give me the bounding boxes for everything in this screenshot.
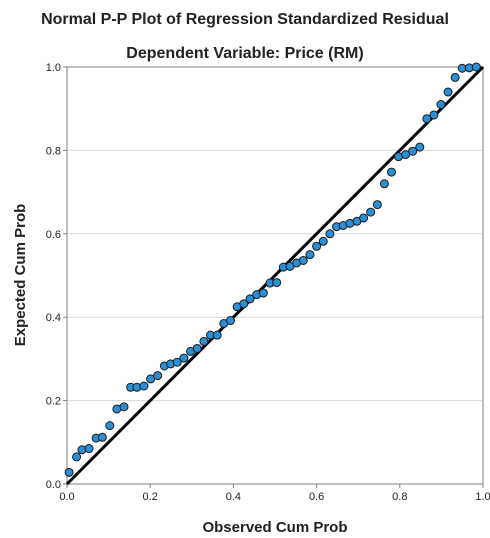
data-point xyxy=(119,402,129,412)
data-point xyxy=(105,421,115,431)
reference-line xyxy=(65,65,485,486)
chart-subtitle: Dependent Variable: Price (RM) xyxy=(126,45,363,62)
data-point xyxy=(72,452,82,462)
x-tick-label: 0.8 xyxy=(392,491,407,503)
data-point xyxy=(408,146,418,156)
axes: 0.0 0.2 0.4 0.6 0.8 1.0 0.0 0.2 0.4 0.6 0.8 1.0 xyxy=(46,62,490,503)
data-point xyxy=(305,250,315,260)
x-tick-label: 0.0 xyxy=(59,491,74,503)
data-point xyxy=(379,179,389,189)
data-point xyxy=(312,241,322,251)
data-point xyxy=(97,432,107,442)
y-tick-label: 0.6 xyxy=(46,229,61,241)
data-point xyxy=(245,294,255,304)
data-point xyxy=(298,255,308,265)
x-axis-title: Observed Cum Prob xyxy=(202,519,347,536)
data-point xyxy=(450,72,460,82)
reference-line-group xyxy=(65,65,485,486)
data-point xyxy=(199,336,209,346)
data-point xyxy=(422,114,432,124)
data-point xyxy=(372,200,382,210)
data-point xyxy=(212,330,222,340)
data-point xyxy=(239,299,249,309)
data-point xyxy=(192,343,202,353)
data-point xyxy=(366,207,376,217)
data-point xyxy=(318,236,328,246)
data-point xyxy=(179,353,189,363)
x-tick-label: 0.6 xyxy=(309,491,324,503)
y-tick-label: 0.0 xyxy=(46,479,61,491)
data-point xyxy=(429,110,439,120)
data-point xyxy=(64,467,74,477)
y-tick-label: 0.8 xyxy=(46,145,61,157)
y-axis-title: Expected Cum Prob xyxy=(12,204,29,347)
x-tick-label: 0.4 xyxy=(226,491,241,503)
data-point xyxy=(272,278,282,288)
x-tick-label: 0.2 xyxy=(143,491,158,503)
data-point xyxy=(436,100,446,110)
data-point xyxy=(84,444,94,454)
y-tick-label: 1.0 xyxy=(46,62,61,74)
data-point xyxy=(139,381,149,391)
data-point xyxy=(471,62,481,72)
chart-title: Normal P-P Plot of Regression Standardiz… xyxy=(41,11,449,28)
plot-area-frame xyxy=(66,66,484,485)
data-point xyxy=(225,316,235,326)
data-point xyxy=(443,87,453,97)
data-point xyxy=(359,213,369,223)
data-point xyxy=(146,374,156,384)
data-point xyxy=(153,371,163,381)
x-tick-label: 1.0 xyxy=(475,491,490,503)
data-point xyxy=(401,150,411,160)
y-tick-label: 0.4 xyxy=(46,312,61,324)
data-point xyxy=(258,288,268,298)
data-point xyxy=(415,142,425,152)
data-point xyxy=(325,229,335,239)
data-points xyxy=(64,62,481,477)
data-point xyxy=(386,167,396,177)
y-tick-label: 0.2 xyxy=(46,396,61,408)
data-point xyxy=(172,357,182,367)
